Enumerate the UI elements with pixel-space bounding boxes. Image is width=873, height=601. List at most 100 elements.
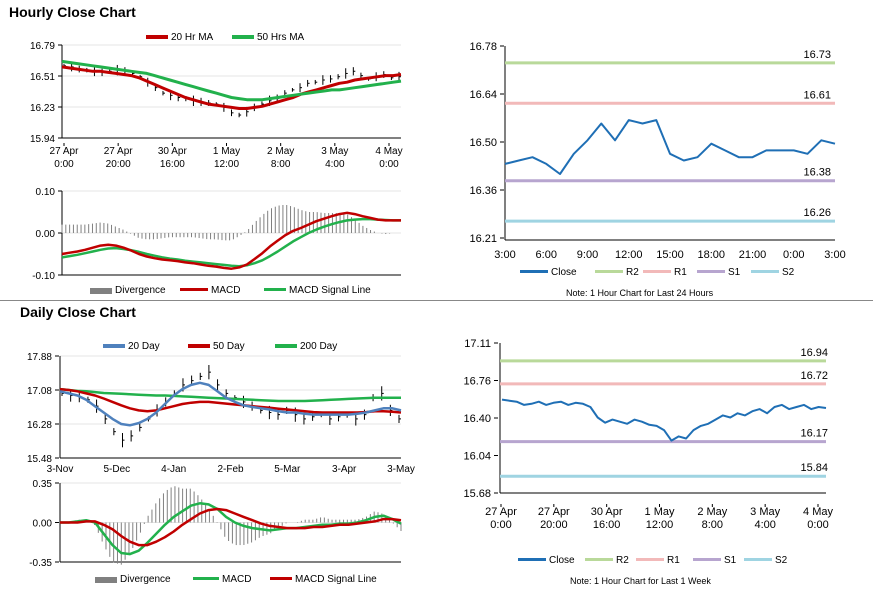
- hourly-legend-50hr-ma-swatch: [232, 35, 254, 39]
- daily-price-xtick-label: 4-Jan: [161, 464, 186, 475]
- hourly-macd-ytick-label: 0.00: [36, 229, 56, 240]
- hourly-price-xtick-label: 12:00: [214, 159, 239, 170]
- daily-pivot-ytick-label: 16.76: [463, 376, 491, 388]
- daily-pivot-xtick-label: 20:00: [540, 519, 568, 531]
- daily-pivot-level-label: 16.72: [800, 370, 828, 382]
- hourly-price-ytick-label: 16.23: [30, 103, 55, 114]
- hourly-pivot-ytick-label: 16.21: [469, 233, 497, 245]
- daily-pivot-legend-s2-swatch: [744, 558, 772, 561]
- daily-pivot-legend-close-swatch: [518, 558, 546, 561]
- daily-pivot-legend-close-label: Close: [549, 555, 575, 566]
- daily-legend-200day-label: 200 Day: [300, 341, 337, 352]
- hourly-pivot-close-line: [504, 119, 836, 175]
- hourly-pivot-legend-r1-label: R1: [674, 267, 687, 278]
- hourly-pivot-legend-s1-label: S1: [728, 267, 741, 278]
- hourly-price-xtick-label: 27 Apr: [50, 146, 80, 157]
- hourly-pivot-legend-s2-swatch: [751, 270, 779, 273]
- hourly-pivot-ytick-label: 16.64: [469, 89, 497, 101]
- footer-strip: [0, 596, 873, 601]
- hourly-macd-signal-line: [61, 217, 401, 268]
- hourly-pivot-xtick-label: 9:00: [577, 249, 598, 261]
- hourly-pivot-legend-close-swatch: [520, 270, 548, 273]
- daily-price-xtick-label: 5-Mar: [274, 464, 301, 475]
- hourly-legend-macd-swatch: [180, 288, 208, 291]
- daily-pivot-xtick-label: 0:00: [490, 519, 511, 531]
- daily-pivot-xtick-label: 30 Apr: [591, 506, 623, 518]
- hourly-price-xtick-label: 4 May: [375, 146, 402, 157]
- hourly-price-xtick-label: 2 May: [267, 146, 294, 157]
- daily-price-xtick-label: 3-Nov: [47, 464, 74, 475]
- daily-pivot-level-label: 16.94: [800, 347, 828, 359]
- daily-pivot-xtick-label: 2 May: [697, 506, 727, 518]
- daily-macd-ytick-label: -0.35: [29, 558, 52, 569]
- daily-pivot-legend-r2-label: R2: [616, 555, 629, 566]
- hourly-legend-20hr-ma-swatch: [146, 35, 168, 39]
- hourly-pivot-legend-s1-swatch: [697, 270, 725, 273]
- daily-20day-line: [59, 381, 402, 427]
- daily-price-xtick-label: 5-Dec: [103, 464, 130, 475]
- daily-legend-20day-label: 20 Day: [128, 341, 160, 352]
- hourly-pivot-xtick-label: 12:00: [615, 249, 643, 261]
- hourly-50hr-ma-line: [61, 59, 402, 102]
- daily-pivot-legend-r2-swatch: [585, 558, 613, 561]
- hourly-pivot-xtick-label: 3:00: [494, 249, 515, 261]
- daily-pivot-xtick-label: 3 May: [750, 506, 780, 518]
- hourly-price-ytick-label: 16.79: [30, 41, 55, 52]
- hourly-pivot-legend-r1-swatch: [643, 270, 671, 273]
- daily-pivot-legend-s2-label: S2: [775, 555, 788, 566]
- daily-legend-50day-label: 50 Day: [213, 341, 245, 352]
- hourly-pivot-xtick-label: 21:00: [739, 249, 767, 261]
- hourly-legend-macd-signal-label: MACD Signal Line: [289, 285, 371, 296]
- hourly-pivot-xtick-label: 0:00: [783, 249, 804, 261]
- hourly-macd-line: [61, 211, 401, 270]
- hourly-pivot-xtick-label: 3:00: [824, 249, 845, 261]
- daily-pivot-xtick-label: 8:00: [702, 519, 723, 531]
- daily-price-xtick-label: 2-Feb: [217, 464, 244, 475]
- daily-pivot-legend-s1-label: S1: [724, 555, 737, 566]
- daily-price-ytick-label: 17.88: [27, 352, 52, 363]
- daily-pivot-legend-r1-swatch: [636, 558, 664, 561]
- daily-pivot-close-line: [501, 398, 827, 442]
- daily-price-xtick-label: 3-May: [387, 464, 415, 475]
- daily-price-ytick-label: 17.08: [27, 386, 52, 397]
- daily-legend-divergence-label: Divergence: [120, 574, 171, 585]
- daily-pivot-ytick-label: 16.40: [463, 413, 491, 425]
- daily-legend-200day-swatch: [275, 344, 297, 348]
- hourly-legend-20hr-ma-label: 20 Hr MA: [171, 32, 214, 43]
- hourly-legend-divergence-label: Divergence: [115, 285, 166, 296]
- daily-pivot-xtick-label: 4 May: [803, 506, 833, 518]
- hourly-price-xtick-label: 16:00: [160, 159, 185, 170]
- hourly-legend-macd-label: MACD: [211, 285, 240, 296]
- hourly-pivot-level-label: 16.26: [803, 207, 831, 219]
- hourly-price-xtick-label: 8:00: [271, 159, 291, 170]
- daily-pivot-xtick-label: 27 Apr: [485, 506, 517, 518]
- hourly-pivot-xtick-label: 15:00: [656, 249, 684, 261]
- hourly-pivot-legend-s2-label: S2: [782, 267, 795, 278]
- hourly-macd-ytick-label: -0.10: [32, 271, 55, 282]
- hourly-pivot-level-label: 16.73: [803, 49, 831, 61]
- daily-pivot-legend-r1-label: R1: [667, 555, 680, 566]
- daily-pivot-level-label: 16.17: [800, 428, 828, 440]
- daily-pivot-ytick-label: 15.68: [463, 488, 491, 500]
- section-divider: [0, 300, 873, 301]
- hourly-price-xtick-label: 20:00: [106, 159, 131, 170]
- hourly-legend-macd-signal-swatch: [264, 288, 286, 291]
- daily-pivot-legend-s1-swatch: [693, 558, 721, 561]
- hourly-price-ytick-label: 15.94: [30, 134, 55, 145]
- hourly-pivot-ytick-label: 16.78: [469, 41, 497, 53]
- daily-legend-divergence-swatch: [95, 577, 117, 583]
- hourly-price-xtick-label: 3 May: [321, 146, 348, 157]
- daily-macd-ytick-label: 0.35: [33, 479, 53, 490]
- hourly-pivot-xtick-label: 6:00: [536, 249, 557, 261]
- hourly-pivot-legend-r2-label: R2: [626, 267, 639, 278]
- daily-legend-macd-signal-label: MACD Signal Line: [295, 574, 377, 585]
- daily-legend-20day-swatch: [103, 344, 125, 348]
- hourly-pivot-ytick-label: 16.36: [469, 185, 497, 197]
- hourly-price-xtick-label: 0:00: [54, 159, 74, 170]
- hourly-pivot-note: Note: 1 Hour Chart for Last 24 Hours: [566, 288, 714, 298]
- hourly-pivot-level-label: 16.38: [803, 167, 831, 179]
- hourly-price-xtick-label: 0:00: [379, 159, 399, 170]
- hourly-price-ytick-label: 16.51: [30, 72, 55, 83]
